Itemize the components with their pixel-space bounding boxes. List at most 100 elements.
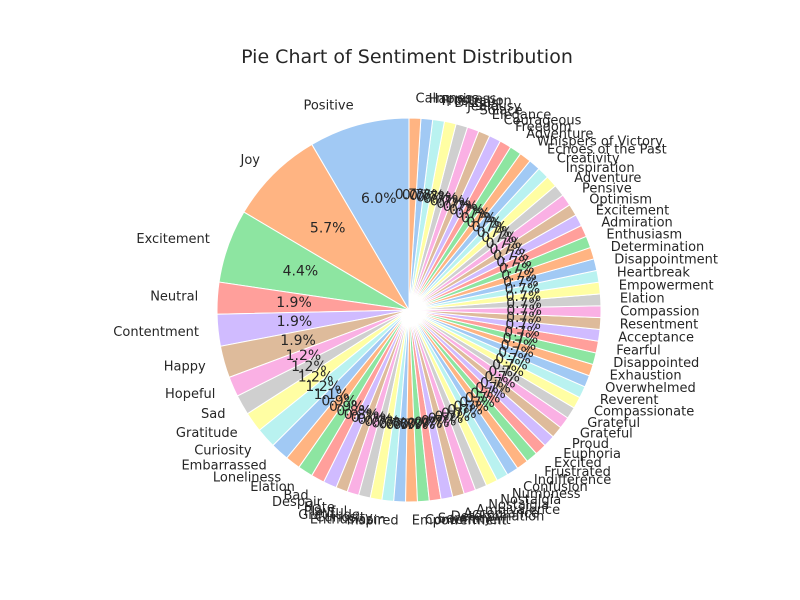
slice-percent-2: 5.7% [310, 220, 346, 236]
slice-percent-63: 0.7% [455, 206, 491, 222]
slice-label-32: Indifference [534, 473, 611, 488]
slice-label-26: Acceptance [464, 507, 540, 522]
slice-percent-45: 0.7% [505, 317, 541, 333]
slice-percent-24: 0.7% [407, 416, 443, 432]
pie-slice-1 [311, 117, 410, 312]
slice-label-64: Freedom [515, 120, 571, 135]
slice-percent-22: 0.7% [393, 417, 429, 433]
slice-label-66: Elegance [492, 108, 551, 123]
slice-percent-18: 0.7% [364, 414, 400, 430]
slice-label-44: Fearful [616, 343, 661, 358]
slice-label-45: Acceptance [618, 331, 694, 346]
slice-percent-19: 0.7% [371, 416, 407, 432]
slice-percent-66: 0.7% [436, 196, 472, 212]
slice-percent-7: 1.2% [286, 348, 322, 364]
slice-percent-20: 0.7% [379, 417, 415, 433]
slice-percent-51: 0.7% [503, 275, 539, 291]
slice-percent-16: 0.7% [351, 410, 387, 426]
slice-percent-3: 4.4% [283, 264, 319, 280]
slice-label-39: Compassionate [594, 405, 694, 420]
slice-label-5: Contentment [113, 325, 199, 340]
slice-label-59: Inspiration [566, 161, 635, 176]
slice-percent-39: 0.7% [492, 358, 528, 374]
slice-percent-71: 0.7% [402, 187, 438, 203]
slice-percent-54: 0.7% [496, 255, 532, 271]
slice-label-6: Happy [164, 360, 206, 375]
slice-label-52: Determination [611, 240, 705, 255]
slice-label-11: Embarrassed [181, 459, 266, 474]
slice-label-20: Enthusiasm [310, 512, 386, 527]
slice-percent-35: 0.7% [475, 381, 511, 397]
slice-label-38: Grateful [587, 416, 640, 431]
slice-label-55: Excitement [596, 204, 670, 219]
pie-slice-72 [408, 117, 422, 311]
slice-percent-5: 1.9% [277, 314, 313, 330]
slice-label-8: Sad [201, 407, 225, 422]
slice-label-14: Bad [283, 488, 308, 503]
slice-label-71: Happiness [429, 92, 497, 107]
slice-percent-37: 0.7% [484, 370, 520, 386]
slice-percent-36: 0.7% [480, 375, 516, 391]
slice-label-7: Hopeful [165, 387, 215, 402]
slice-percent-1: 6.0% [361, 191, 397, 207]
slice-label-48: Elation [620, 291, 665, 306]
slice-percent-38: 0.7% [488, 364, 524, 380]
slice-label-25: Determination [451, 510, 545, 525]
slice-label-36: Proud [572, 437, 609, 452]
slice-percent-67: 0.7% [430, 193, 466, 209]
slice-label-15: Despair [272, 495, 323, 510]
slice-label-22: Empowerment [412, 514, 507, 529]
slice-percent-46: 0.7% [506, 310, 542, 326]
slice-percent-56: 0.7% [490, 242, 526, 258]
slice-percent-58: 0.7% [481, 230, 517, 246]
slice-percent-49: 0.7% [506, 289, 542, 305]
slice-label-58: Adventure [574, 171, 641, 186]
slice-label-1: Positive [303, 99, 353, 114]
slice-percent-27: 0.7% [428, 411, 464, 427]
slice-label-28: Nostalgia [488, 498, 549, 513]
slice-percent-59: 0.7% [477, 225, 513, 241]
slice-label-49: Empowerment [619, 278, 714, 293]
slice-label-37: Grateful [580, 427, 633, 442]
slice-label-2: Joy [240, 153, 261, 168]
slice-percent-72: 0.7% [395, 187, 431, 203]
slice-percent-50: 0.7% [505, 282, 541, 298]
slice-percent-62: 0.7% [461, 210, 497, 226]
slice-percent-41: 0.7% [498, 345, 534, 361]
slice-label-13: Elation [250, 480, 295, 495]
slice-label-41: Overwhelmed [605, 381, 696, 396]
slice-percent-47: 0.7% [506, 303, 542, 319]
slice-label-16: Hate [304, 500, 335, 515]
slice-percent-13: 0.9% [329, 399, 365, 415]
slice-percent-31: 0.7% [453, 399, 489, 415]
pie-labels: Positive Joy Excitement Neutral Contentment H… [113, 91, 718, 528]
slice-percent-26: 0.7% [421, 413, 457, 429]
slice-percent-52: 0.7% [501, 268, 537, 284]
slice-label-54: Admiration [601, 216, 672, 231]
slice-label-3: Excitement [136, 232, 210, 247]
slice-percent-10: 1.2% [305, 379, 341, 395]
slice-percent-12: 0.9% [321, 394, 357, 410]
slice-percent-11: 1.1% [314, 387, 350, 403]
slice-label-24: Serenity [438, 512, 492, 527]
slice-label-56: Optimism [589, 192, 652, 207]
slice-label-50: Heartbreak [617, 265, 690, 280]
slice-percent-15: 0.8% [344, 407, 380, 423]
slice-percent-55: 0.7% [493, 248, 529, 264]
slice-percent-33: 0.7% [465, 391, 501, 407]
slice-percent-14: 0.8% [336, 403, 372, 419]
slice-label-10: Curiosity [194, 443, 252, 458]
pie-slice-2 [243, 143, 410, 311]
slice-percent-34: 0.7% [470, 386, 506, 402]
slice-label-70: Frustration [442, 94, 512, 109]
slice-label-35: Euphoria [563, 447, 621, 462]
pie-percentages: 6.0%5.7%4.4%1.9%1.9%1.9%1.2%1.2%1.2%1.2%… [276, 187, 542, 433]
slice-label-57: Pensive [582, 181, 632, 196]
slice-label-62: Whispers of Victory [537, 134, 663, 149]
slice-label-46: Resentment [620, 317, 699, 332]
slice-label-12: Loneliness [213, 471, 281, 486]
slice-percent-53: 0.7% [499, 261, 535, 277]
slice-percent-28: 0.7% [435, 409, 471, 425]
slice-label-68: Jealousy [466, 100, 521, 115]
